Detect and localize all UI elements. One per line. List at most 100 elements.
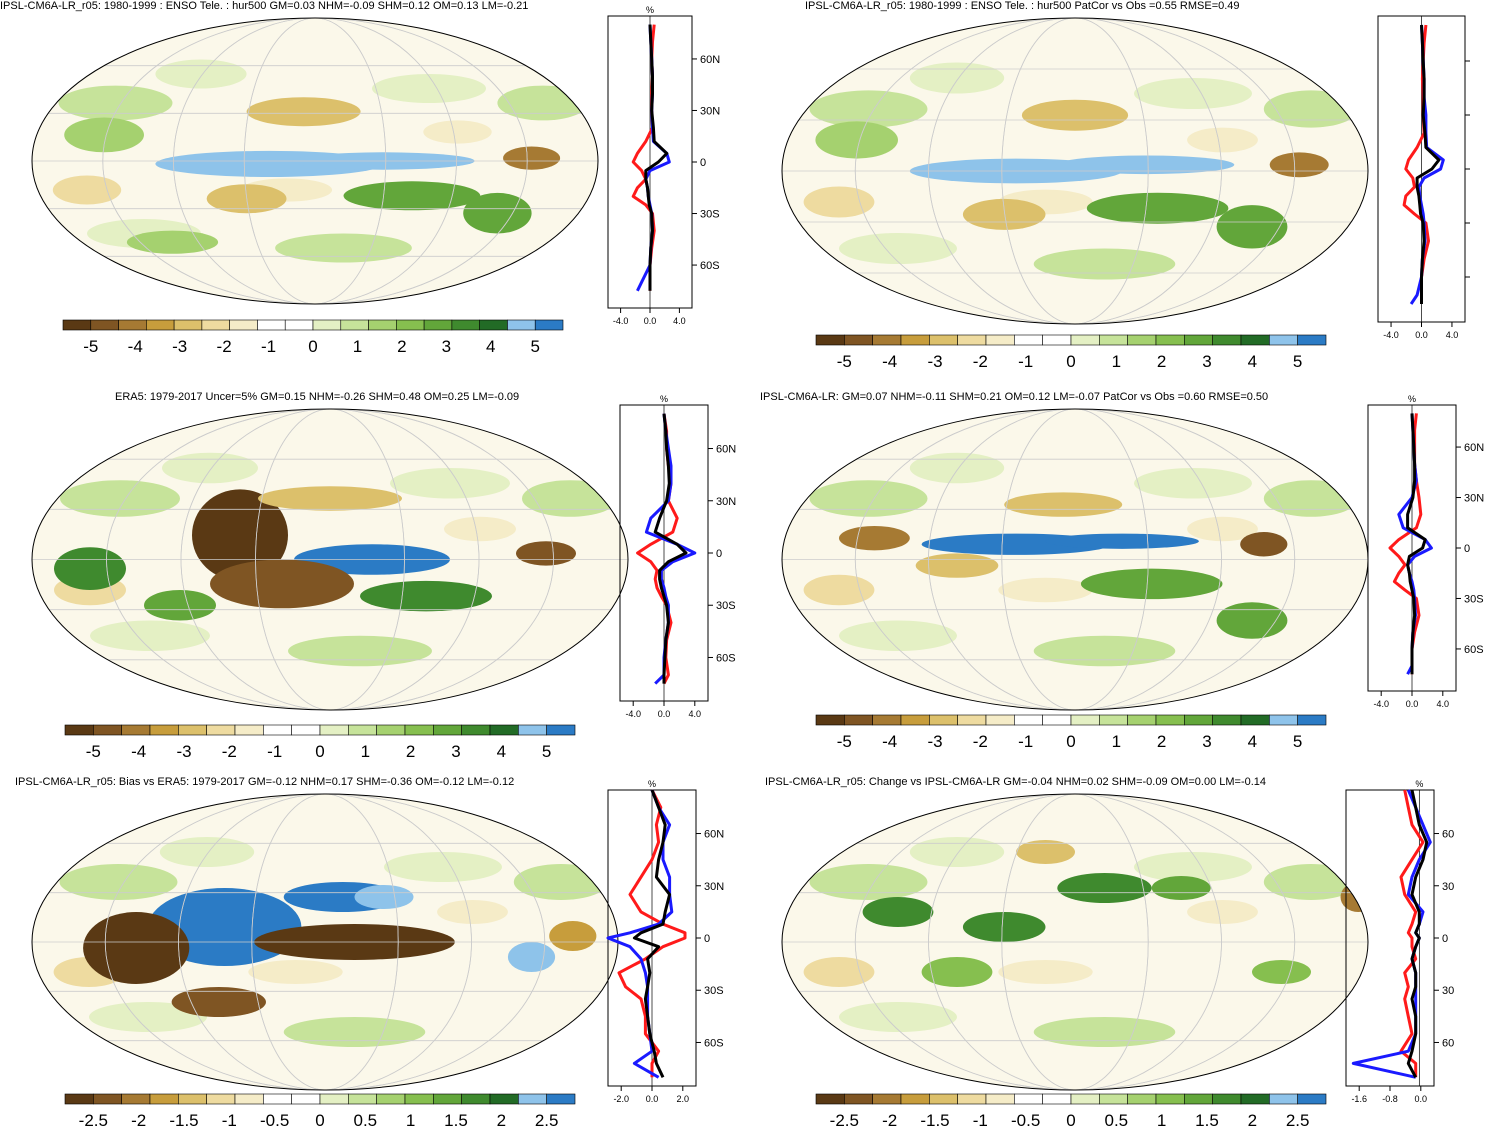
lat-tick-label: 30S bbox=[700, 209, 720, 221]
panel-enso-model: IPSL-CM6A-LR_r05: 1980-1999 : ENSO Tele.… bbox=[0, 0, 720, 370]
field-patch bbox=[283, 1017, 426, 1047]
x-tick-label: 0.0 bbox=[644, 316, 657, 326]
colorbar-swatch bbox=[489, 1093, 519, 1105]
colorbar-swatch bbox=[234, 724, 264, 736]
colorbar-swatch bbox=[1099, 1093, 1128, 1105]
colorbar-swatch bbox=[929, 1093, 958, 1105]
lat-tick-label: 30 bbox=[1442, 881, 1454, 893]
field-patch bbox=[171, 987, 266, 1017]
field-patch bbox=[1086, 192, 1229, 224]
colorbar-swatch bbox=[872, 714, 902, 726]
lat-tick-label: 0 bbox=[704, 933, 710, 945]
field-patch bbox=[1045, 533, 1199, 549]
field-patch bbox=[998, 960, 1093, 984]
colorbar-label: 2.5 bbox=[535, 1111, 559, 1130]
colorbar-swatch bbox=[489, 724, 519, 736]
colorbar-swatch bbox=[1240, 1093, 1270, 1105]
x-tick-label: -4.0 bbox=[613, 316, 629, 326]
meridian-line bbox=[178, 794, 472, 1090]
colorbar-swatch bbox=[1155, 714, 1185, 726]
x-tick-label: 4.0 bbox=[1446, 330, 1459, 340]
colorbar-label: 2 bbox=[1157, 352, 1166, 371]
field-patch bbox=[962, 198, 1046, 230]
colorbar-label: 0 bbox=[1066, 1111, 1075, 1130]
colorbar-label: -1 bbox=[267, 742, 282, 761]
colorbar-swatch bbox=[1127, 1093, 1157, 1105]
zonal-profile: % 60 30 0 30 60 -1.6 -0.8 0.0 bbox=[1345, 779, 1454, 1104]
field-patch bbox=[839, 233, 957, 264]
meridian-line bbox=[1001, 18, 1149, 324]
colorbar-swatch bbox=[1014, 1093, 1043, 1105]
field-patch bbox=[503, 146, 561, 170]
colorbar-swatch bbox=[1042, 334, 1072, 346]
colorbar-label: 2.5 bbox=[1286, 1111, 1310, 1130]
colorbar-label: 4 bbox=[1248, 352, 1257, 371]
field-patch bbox=[162, 452, 258, 484]
colorbar-swatch bbox=[957, 1093, 987, 1105]
field-patch bbox=[437, 900, 508, 924]
field-patch bbox=[1252, 960, 1311, 984]
colorbar-label: 2 bbox=[1248, 1111, 1257, 1130]
world-map bbox=[781, 408, 1369, 711]
colorbar-label: -2 bbox=[131, 1111, 146, 1130]
x-tick-label: 0.0 bbox=[1415, 1094, 1428, 1104]
colorbar-swatch bbox=[93, 724, 122, 736]
colorbar-swatch bbox=[507, 319, 536, 331]
panel-title: IPSL-CM6A-LR_r05: Change vs IPSL-CM6A-LR… bbox=[765, 776, 1267, 788]
meridian-line bbox=[1001, 794, 1149, 1090]
profile-line-red bbox=[636, 413, 679, 685]
field-patch bbox=[1187, 127, 1258, 153]
colorbar-swatch bbox=[957, 714, 987, 726]
world-map bbox=[781, 17, 1369, 325]
field-patch bbox=[909, 62, 1005, 94]
meridian-line bbox=[928, 409, 1222, 710]
colorbar-swatch bbox=[1099, 714, 1128, 726]
colorbar-label: -0.5 bbox=[1011, 1111, 1040, 1130]
meridian-line bbox=[180, 409, 480, 710]
field-patch bbox=[155, 59, 247, 89]
lat-tick-label: 30 bbox=[1442, 985, 1454, 997]
colorbar-swatch bbox=[985, 714, 1015, 726]
field-patch bbox=[839, 620, 957, 651]
map-field bbox=[782, 794, 1368, 1090]
field-patch bbox=[246, 97, 361, 127]
profile-unit: % bbox=[1408, 394, 1416, 404]
field-patch bbox=[1187, 900, 1258, 924]
meridian-line bbox=[106, 409, 554, 710]
colorbar-swatch bbox=[546, 1093, 576, 1105]
x-tick-label: 0.0 bbox=[646, 1094, 659, 1104]
field-patch bbox=[1033, 635, 1176, 667]
colorbar-label: -4 bbox=[882, 732, 897, 751]
colorbar-label: -2 bbox=[882, 1111, 897, 1130]
colorbar-label: -2 bbox=[973, 732, 988, 751]
colorbar-label: 4 bbox=[497, 742, 506, 761]
zonal-profile: % 60N 30N 0 30S 60S -2.0 0.0 2.0 bbox=[606, 779, 724, 1104]
field-patch bbox=[516, 541, 576, 566]
colorbar-swatch bbox=[479, 319, 508, 331]
colorbar-label: -3 bbox=[927, 352, 942, 371]
colorbar-swatch bbox=[1297, 1093, 1327, 1105]
colorbar-label: 1.5 bbox=[1195, 1111, 1219, 1130]
field-patch bbox=[1269, 152, 1329, 178]
colorbar-swatch bbox=[1240, 334, 1270, 346]
colorbar-swatch bbox=[461, 1093, 491, 1105]
field-patch bbox=[288, 635, 432, 667]
colorbar-label: -1 bbox=[222, 1111, 237, 1130]
field-patch bbox=[497, 85, 589, 121]
map-border bbox=[31, 408, 629, 711]
field-patch bbox=[52, 175, 122, 205]
colorbar-label: 2 bbox=[497, 1111, 506, 1130]
field-patch bbox=[343, 181, 481, 211]
colorbar-label: -1 bbox=[973, 1111, 988, 1130]
x-tick-label: 4.0 bbox=[1437, 699, 1450, 709]
colorbar-swatch bbox=[1014, 334, 1043, 346]
colorbar-swatch bbox=[319, 724, 349, 736]
colorbar-swatch bbox=[1240, 714, 1270, 726]
colorbar-swatch bbox=[348, 1093, 377, 1105]
profile-line-black bbox=[632, 789, 672, 1078]
field-patch bbox=[921, 957, 993, 987]
map-border bbox=[31, 17, 599, 305]
colorbar-label: 5 bbox=[1293, 732, 1302, 751]
x-tick-label: -4.0 bbox=[1373, 699, 1389, 709]
lat-tick-label: 0 bbox=[716, 548, 722, 560]
